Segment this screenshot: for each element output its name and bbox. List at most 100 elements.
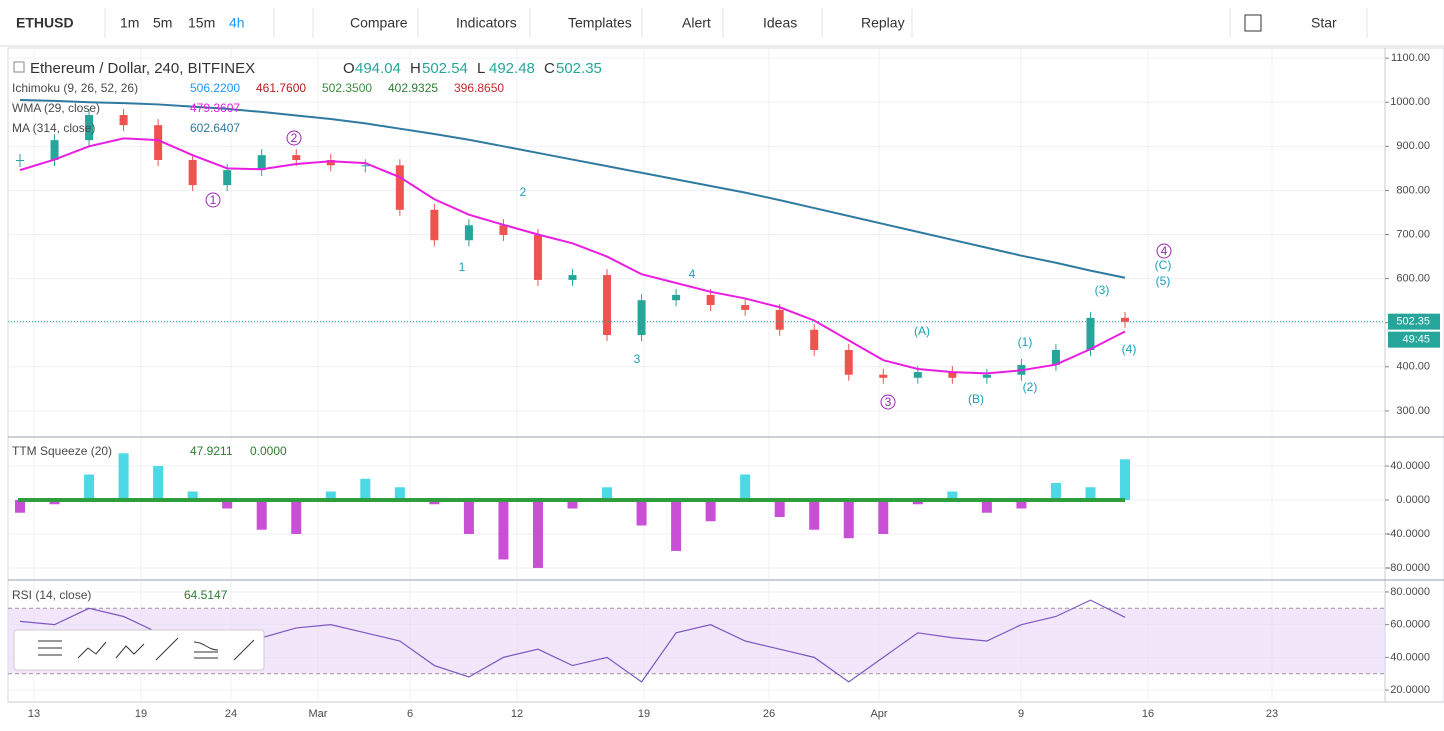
histogram-bar: [1016, 500, 1027, 509]
histogram-bar: [84, 474, 95, 501]
x-tick-label: 9: [1018, 708, 1024, 720]
toolbar-button[interactable]: Indicators: [456, 15, 517, 31]
wave-label: 4: [1161, 244, 1168, 258]
tool-icon[interactable]: [193, 641, 219, 659]
interval-button[interactable]: 5m: [153, 15, 172, 31]
histogram-bar: [947, 491, 958, 501]
layout-button[interactable]: [1244, 14, 1262, 32]
candle: [430, 209, 439, 241]
candle: [257, 155, 266, 171]
histogram-bar: [705, 500, 716, 522]
candle: [85, 115, 94, 141]
histogram-bar: [532, 500, 543, 568]
ma-line: [19, 99, 1126, 279]
histogram-bar: [429, 500, 440, 505]
y-tick-label: 40.0000: [1390, 651, 1430, 663]
histogram-bar: [463, 500, 474, 534]
y-tick-label: 0.0000: [1396, 494, 1430, 506]
ohlc-value: 494.04: [355, 60, 401, 77]
candle: [395, 165, 404, 210]
candle: [706, 294, 715, 306]
ohlc-key: O: [343, 60, 355, 77]
wave-label: (2): [1023, 380, 1038, 394]
toolbar-button[interactable]: Ideas: [763, 15, 797, 31]
x-tick-label: 23: [1266, 708, 1278, 720]
ohlc-value: 502.35: [556, 60, 602, 77]
tool-icon[interactable]: [115, 643, 145, 659]
candle: [1051, 350, 1060, 366]
candle: [188, 159, 197, 186]
histogram-bar: [671, 500, 682, 551]
wave-label: (1): [1018, 335, 1033, 349]
histogram-bar: [394, 487, 405, 501]
x-tick-label: 19: [638, 708, 650, 720]
x-tick-label: 13: [28, 708, 40, 720]
x-tick-label: 16: [1142, 708, 1154, 720]
candle: [326, 159, 335, 166]
ohlc-key: H: [410, 60, 421, 77]
candle: [16, 159, 24, 161]
tool-icon[interactable]: [77, 641, 107, 659]
candle: [119, 115, 128, 126]
candle: [672, 294, 681, 301]
candle: [533, 234, 542, 280]
histogram-bar: [187, 491, 198, 501]
study-name: MA (314, close): [12, 121, 95, 135]
wave-label: 2: [520, 185, 527, 199]
study-value: 402.9325: [388, 81, 438, 95]
pane-value: 47.9211: [190, 444, 233, 458]
toolbar-button[interactable]: Alert: [682, 15, 711, 31]
wave-label: (A): [914, 324, 930, 338]
wave-circle: [286, 130, 302, 146]
histogram-bar: [774, 500, 785, 517]
histogram-bar: [1085, 487, 1096, 501]
histogram-bar: [878, 500, 889, 534]
histogram-bar: [740, 474, 751, 501]
chart-title: Ethereum / Dollar, 240, BITFINEX: [30, 60, 255, 77]
y-tick-label: -40.0000: [1387, 528, 1430, 540]
histogram-bar: [15, 500, 25, 513]
wave-label: (B): [968, 392, 984, 406]
interval-button[interactable]: 4h: [229, 15, 245, 31]
chart-frame: [7, 47, 1444, 703]
countdown-label: 49:45: [1402, 334, 1430, 346]
countdown-tag: [1388, 331, 1440, 348]
price-tag-label: 502.35: [1396, 316, 1430, 328]
histogram-bar: [256, 500, 267, 530]
interval-button[interactable]: 1m: [120, 15, 139, 31]
wma-line: [19, 137, 1126, 375]
wave-label: 1: [210, 193, 217, 207]
drawing-tools[interactable]: [38, 637, 255, 661]
candle: [741, 305, 750, 310]
candle: [223, 170, 232, 186]
tool-icon[interactable]: [38, 640, 62, 656]
study-value: 479.3607: [190, 101, 240, 115]
study-value: 396.8650: [454, 81, 504, 95]
toolbar-button[interactable]: Replay: [861, 15, 905, 31]
x-tick-label: 26: [763, 708, 775, 720]
collapse-icon[interactable]: [13, 61, 25, 73]
star-button[interactable]: Star: [1311, 15, 1337, 31]
study-value: 461.7600: [256, 81, 306, 95]
x-tick-label: Mar: [309, 708, 328, 720]
candle: [154, 125, 163, 160]
symbol[interactable]: ETHUSD: [16, 15, 74, 31]
tool-icon[interactable]: [155, 637, 179, 661]
tool-icon[interactable]: [233, 639, 255, 661]
histogram-bar: [498, 500, 509, 560]
ohlc-key: L: [477, 60, 485, 77]
candle: [499, 225, 508, 235]
y-tick-label: 900.00: [1396, 140, 1430, 152]
interval-button[interactable]: 15m: [188, 15, 215, 31]
histogram-bar: [809, 500, 820, 530]
wave-circle: [205, 192, 221, 208]
histogram-bar: [1050, 483, 1061, 501]
toolbar-button[interactable]: Templates: [568, 15, 632, 31]
drawing-toolbar[interactable]: [13, 629, 265, 671]
toolbar-button[interactable]: Compare: [350, 15, 408, 31]
candle: [982, 374, 991, 378]
price-tag: [1388, 313, 1440, 330]
pane-value: 0.0000: [250, 444, 287, 458]
